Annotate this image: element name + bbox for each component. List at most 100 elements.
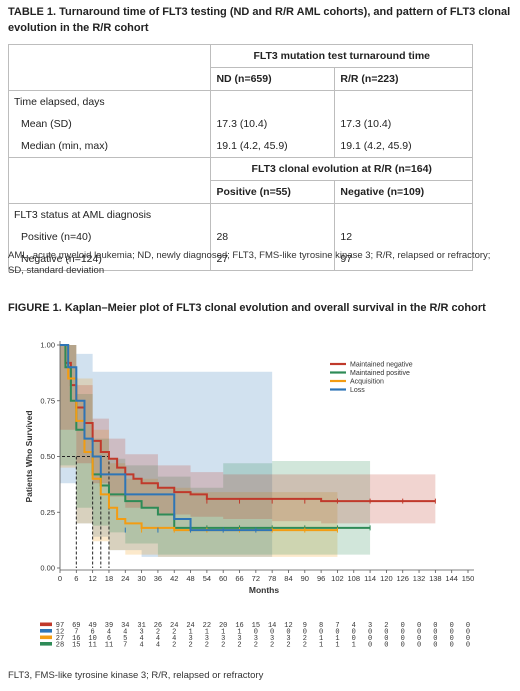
risk-count: 4 xyxy=(139,635,143,643)
risk-count: 0 xyxy=(433,622,437,630)
x-tick-label: 72 xyxy=(252,574,260,583)
risk-count: 1 xyxy=(205,629,209,637)
risk-count: 2 xyxy=(188,642,192,650)
turnaround-table: FLT3 mutation test turnaround time ND (n… xyxy=(7,44,473,271)
risk-count: 0 xyxy=(352,635,356,643)
x-tick-label: 96 xyxy=(317,574,325,583)
turnaround-header: FLT3 mutation test turnaround time xyxy=(210,44,473,68)
risk-row-swatch xyxy=(40,622,52,627)
risk-count: 16 xyxy=(72,635,80,643)
risk-count: 20 xyxy=(219,622,227,630)
risk-count: 12 xyxy=(56,629,64,637)
risk-count: 3 xyxy=(368,622,372,630)
mean-label: Mean (SD) xyxy=(7,113,212,135)
risk-count: 0 xyxy=(368,642,372,650)
risk-count: 3 xyxy=(205,635,209,643)
risk-count: 4 xyxy=(156,635,160,643)
risk-count: 2 xyxy=(286,642,290,650)
x-tick-label: 150 xyxy=(462,574,475,583)
risk-count: 0 xyxy=(368,635,372,643)
risk-count: 3 xyxy=(286,635,290,643)
risk-count: 10 xyxy=(88,635,96,643)
x-tick-label: 60 xyxy=(219,574,227,583)
clonal-header: FLT3 clonal evolution at R/R (n=164) xyxy=(210,157,473,181)
km-curve xyxy=(60,344,273,532)
legend-label: Maintained negative xyxy=(350,362,413,369)
km-plot: 0.000.250.500.751.000 6 12 18 24 30 36 42 48 54 60… xyxy=(24,341,475,650)
risk-row-swatch xyxy=(40,629,52,633)
risk-count: 3 xyxy=(221,635,225,643)
risk-count: 1 xyxy=(237,629,241,637)
risk-count: 49 xyxy=(88,622,96,630)
table-blank-cell xyxy=(210,203,336,226)
median-nd: 19.1 (4.2, 45.9) xyxy=(210,135,336,158)
risk-count: 1 xyxy=(319,642,323,650)
risk-count: 24 xyxy=(186,622,194,630)
y-tick-label: 1.00 xyxy=(40,341,55,350)
pos-neg-value: 12 xyxy=(334,226,473,248)
risk-count: 0 xyxy=(450,622,454,630)
negative-header: Negative (n=109) xyxy=(334,180,473,204)
x-tick-label: 120 xyxy=(380,574,393,583)
risk-count: 0 xyxy=(417,642,421,650)
risk-count: 6 xyxy=(91,629,95,637)
risk-count: 0 xyxy=(417,635,421,643)
risk-count: 0 xyxy=(417,622,421,630)
risk-count: 31 xyxy=(137,622,145,630)
risk-row-swatch xyxy=(40,642,52,646)
table-footnote: AML, acute myeloid leukemia; ND, newly d… xyxy=(8,248,513,278)
mean-nd: 17.3 (10.4) xyxy=(210,113,336,135)
x-tick-label: 0 xyxy=(58,574,62,583)
risk-count: 22 xyxy=(203,622,211,630)
risk-count: 2 xyxy=(221,642,225,650)
risk-count: 5 xyxy=(123,635,127,643)
x-tick-label: 144 xyxy=(445,574,458,583)
risk-count: 16 xyxy=(235,622,243,630)
x-tick-label: 132 xyxy=(413,574,426,583)
risk-count: 0 xyxy=(466,635,470,643)
risk-count: 0 xyxy=(368,629,372,637)
x-tick-label: 102 xyxy=(331,574,344,583)
figure-title: FIGURE 1. Kaplan–Meier plot of FLT3 clon… xyxy=(8,302,486,314)
y-tick-label: 0.50 xyxy=(40,452,55,461)
risk-count: 2 xyxy=(270,642,274,650)
risk-count: 27 xyxy=(56,635,64,643)
ci-band xyxy=(60,345,436,524)
neg-row-label: Negative (n=124) xyxy=(7,248,212,271)
risk-count: 4 xyxy=(352,622,356,630)
risk-count: 1 xyxy=(319,635,323,643)
table-title: TABLE 1. Turnaround time of FLT3 testing… xyxy=(8,6,511,34)
mean-rr: 17.3 (10.4) xyxy=(334,113,473,135)
risk-count: 8 xyxy=(319,622,323,630)
status-label: FLT3 status at AML diagnosis xyxy=(7,203,212,226)
risk-count: 0 xyxy=(352,629,356,637)
risk-count: 2 xyxy=(303,642,307,650)
x-tick-label: 18 xyxy=(105,574,113,583)
y-tick-label: 0.00 xyxy=(40,564,55,573)
table-blank-cell xyxy=(7,180,212,204)
x-tick-label: 42 xyxy=(170,574,178,583)
risk-count: 3 xyxy=(270,635,274,643)
risk-count: 1 xyxy=(335,635,339,643)
risk-count: 1 xyxy=(352,642,356,650)
risk-count: 39 xyxy=(105,622,113,630)
risk-count: 11 xyxy=(105,642,113,650)
risk-count: 69 xyxy=(72,622,80,630)
risk-count: 15 xyxy=(252,622,260,630)
x-tick-label: 24 xyxy=(121,574,129,583)
table-blank-cell xyxy=(334,90,473,113)
x-tick-label: 30 xyxy=(137,574,145,583)
risk-count: 1 xyxy=(188,629,192,637)
risk-count: 9 xyxy=(303,622,307,630)
risk-count: 0 xyxy=(335,629,339,637)
risk-count: 0 xyxy=(270,629,274,637)
risk-count: 15 xyxy=(72,642,80,650)
risk-count: 0 xyxy=(401,635,405,643)
risk-count: 7 xyxy=(123,642,127,650)
neg-pos-value: 27 xyxy=(210,248,336,271)
x-tick-label: 108 xyxy=(348,574,361,583)
risk-row-swatch xyxy=(40,635,52,640)
risk-count: 0 xyxy=(384,629,388,637)
x-tick-label: 6 xyxy=(74,574,78,583)
risk-count: 2 xyxy=(156,629,160,637)
